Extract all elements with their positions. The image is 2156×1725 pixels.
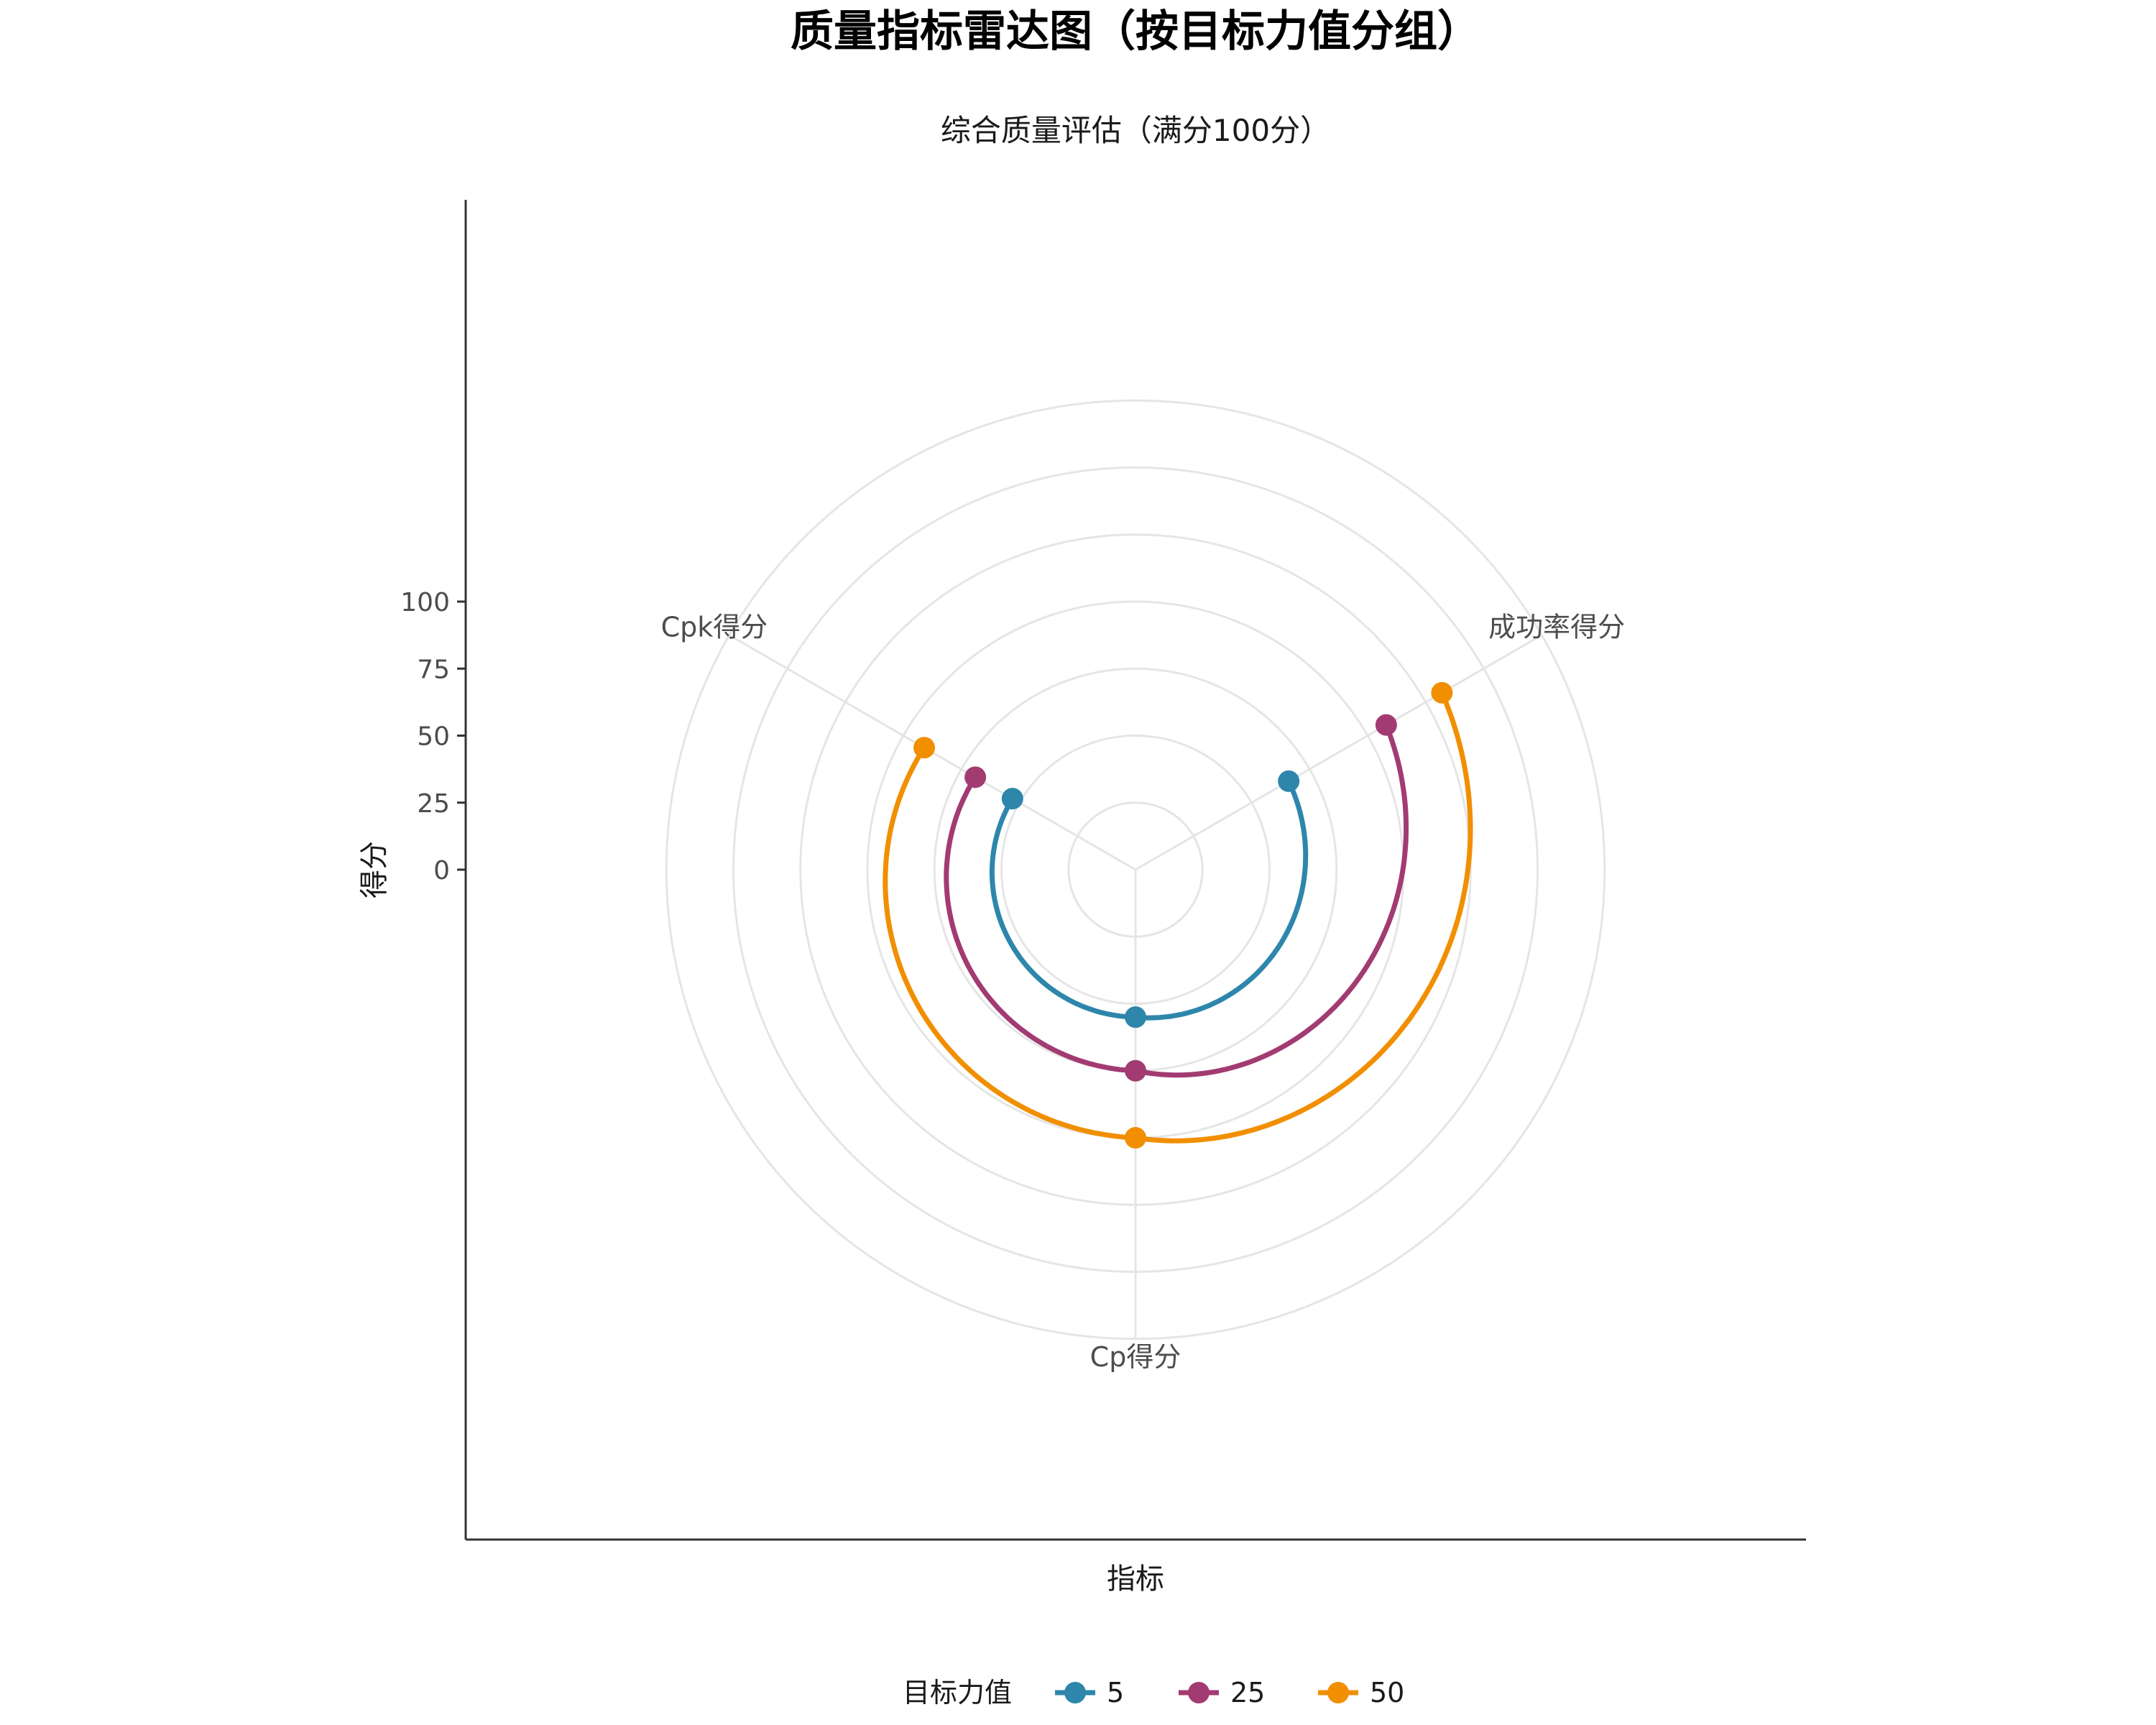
legend-label: 25: [1230, 1677, 1265, 1708]
legend: 目标力值 5 25 50: [903, 1677, 1404, 1708]
spoke-lines: [728, 634, 1543, 1339]
legend-marker: [1327, 1682, 1349, 1703]
chart-title: 质量指标雷达图（按目标力值分组）: [791, 6, 1480, 57]
y-tick-label: 100: [400, 588, 450, 617]
x-axis-title: 指标: [1107, 1563, 1164, 1596]
category-label: Cpk得分: [661, 612, 768, 643]
series-group: [989, 770, 1309, 1029]
category-label: Cp得分: [1090, 1341, 1181, 1373]
series-group: [883, 681, 1473, 1149]
category-label: 成功率得分: [1488, 612, 1625, 643]
series-group: [944, 714, 1409, 1082]
legend-key: 5: [1055, 1677, 1124, 1708]
data-point: [1125, 1006, 1146, 1029]
legend-marker: [1188, 1682, 1210, 1703]
data-point: [1125, 1059, 1146, 1082]
data-point: [1278, 770, 1300, 792]
legend-label: 50: [1370, 1677, 1404, 1708]
data-point: [1375, 714, 1397, 736]
category-labels: 成功率得分 Cp得分 Cpk得分: [661, 612, 1626, 1373]
spoke-line: [1135, 634, 1543, 871]
y-ticks: 0 25 50 75 100: [400, 588, 466, 886]
y-tick-label: 75: [417, 655, 450, 684]
data-point: [1431, 681, 1453, 704]
data-point: [964, 766, 987, 788]
legend-key: 50: [1318, 1677, 1404, 1708]
y-tick-label: 0: [433, 856, 450, 886]
chart-subtitle: 综合质量评估（满分100分）: [941, 113, 1330, 148]
legend-label: 5: [1107, 1677, 1124, 1708]
legend-key: 25: [1179, 1677, 1265, 1708]
y-tick-label: 50: [417, 722, 450, 752]
y-tick-label: 25: [417, 789, 450, 819]
data-point: [913, 737, 936, 759]
legend-marker: [1064, 1682, 1086, 1703]
series: [883, 681, 1473, 1149]
data-point: [1125, 1127, 1146, 1149]
data-point: [1001, 788, 1023, 810]
y-axis-title: 得分: [358, 841, 391, 898]
legend-title: 目标力值: [903, 1677, 1012, 1708]
series-line: [944, 724, 1409, 1078]
